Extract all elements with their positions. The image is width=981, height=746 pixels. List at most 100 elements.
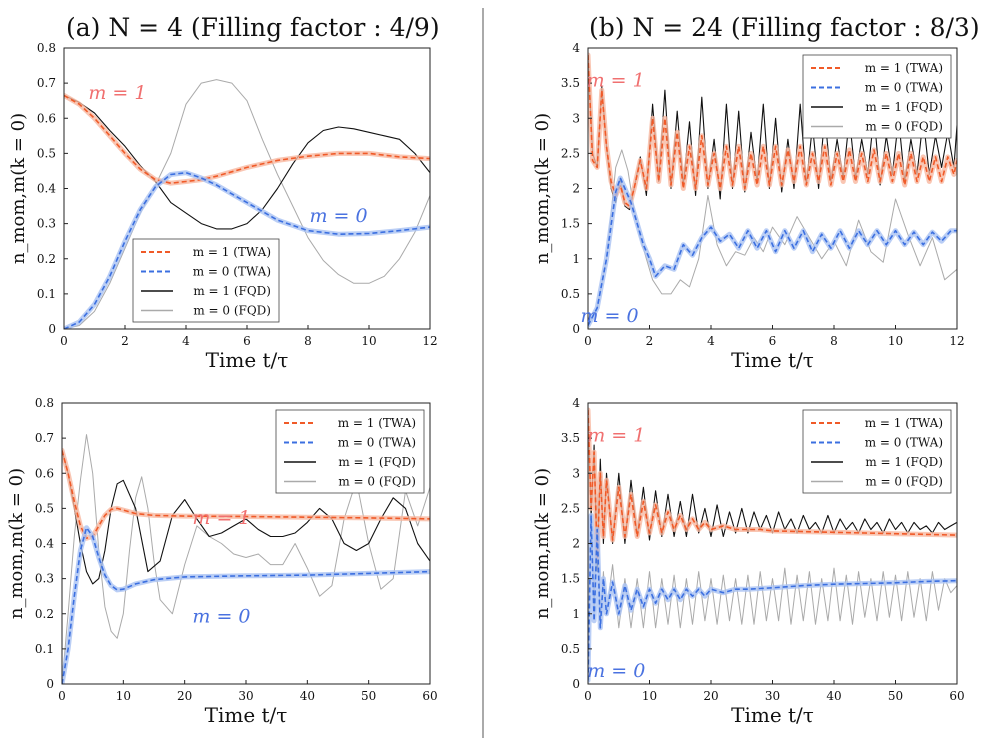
y-tick-label: 1.5 xyxy=(561,217,580,231)
series-band-m-0-twa- xyxy=(588,512,957,683)
x-tick-label: 10 xyxy=(642,689,657,703)
plot-area-b_bottom xyxy=(588,407,957,683)
y-tick-label: 0.2 xyxy=(37,252,56,266)
x-tick-label: 6 xyxy=(769,334,777,348)
y-tick-label: 1.5 xyxy=(561,572,580,586)
legend-label: m = 1 (TWA) xyxy=(865,416,943,430)
x-tick-label: 0 xyxy=(60,334,68,348)
legend-label: m = 1 (FQD) xyxy=(865,455,943,469)
series-band-m-0-twa- xyxy=(588,175,957,328)
x-tick-label: 0 xyxy=(58,689,66,703)
series-line-m-1-twa- xyxy=(588,54,957,207)
annotation-m1: m = 1 xyxy=(587,70,645,92)
x-tick-label: 40 xyxy=(300,689,315,703)
legend-label: m = 0 (TWA) xyxy=(193,265,271,279)
series-line-m-1-twa- xyxy=(588,409,957,559)
panel-a-title: (a) N = 4 (Filling factor : 4/9) xyxy=(66,13,440,42)
x-tick-label: 0 xyxy=(584,334,592,348)
y-tick-label: 0.5 xyxy=(37,146,56,160)
x-tick-label: 2 xyxy=(121,334,129,348)
y-tick-label: 0 xyxy=(48,322,56,336)
annotation-m0: m = 0 xyxy=(587,660,645,682)
panel-b-title: (b) N = 24 (Filling factor : 8/3) xyxy=(589,13,980,42)
legend-label: m = 0 (TWA) xyxy=(338,436,416,450)
series-line-m-1-twa- xyxy=(62,450,430,540)
legend-label: m = 1 (TWA) xyxy=(193,245,271,259)
series-line-m-1-twa- xyxy=(64,94,430,184)
annotation-m0: m = 0 xyxy=(309,205,367,227)
y-tick-label: 0.1 xyxy=(35,642,54,656)
x-tick-label: 8 xyxy=(304,334,312,348)
legend-label: m = 0 (FQD) xyxy=(338,475,416,489)
annotation-m0: m = 0 xyxy=(192,606,250,628)
y-tick-label: 2.5 xyxy=(561,501,580,515)
legend-label: m = 0 (TWA) xyxy=(865,81,943,95)
series-line-m-0-twa- xyxy=(588,514,957,681)
legend-label: m = 0 (FQD) xyxy=(193,304,271,318)
x-tick-label: 50 xyxy=(361,689,376,703)
y-tick-label: 2 xyxy=(572,537,580,551)
annotation-m1: m = 1 xyxy=(192,507,250,529)
y-axis-label: n_mom,m(k = 0) xyxy=(532,113,553,264)
legend-label: m = 1 (FQD) xyxy=(193,284,271,298)
legend: m = 1 (TWA) m = 0 (TWA) m = 1 (FQD) m = 0 (… xyxy=(802,409,952,494)
y-tick-label: 0.8 xyxy=(37,41,56,55)
x-tick-label: 40 xyxy=(826,689,841,703)
x-tick-label: 8 xyxy=(830,334,838,348)
x-axis-label: Time t/τ xyxy=(206,348,289,372)
y-tick-label: 0 xyxy=(572,322,580,336)
legend: m = 1 (TWA) m = 0 (TWA) m = 1 (FQD) m = 0 (… xyxy=(275,409,425,494)
y-tick-label: 0.5 xyxy=(35,501,54,515)
x-tick-label: 4 xyxy=(182,334,190,348)
y-tick-label: 0.4 xyxy=(37,182,56,196)
x-tick-label: 2 xyxy=(646,334,654,348)
y-tick-label: 0.1 xyxy=(37,287,56,301)
legend-label: m = 1 (FQD) xyxy=(338,455,416,469)
legend: m = 1 (TWA) m = 0 (TWA) m = 1 (FQD) m = 0 (… xyxy=(802,54,952,139)
y-axis-label: n_mom,m(k = 0) xyxy=(532,468,553,619)
chart-b_bottom: 0 10 20 30 40 50 60 0 0.5 1 1.5 2 2.5 3 3.5 4 Time t/τ n_… xyxy=(532,396,965,727)
y-tick-label: 0.5 xyxy=(561,642,580,656)
y-tick-label: 3.5 xyxy=(561,76,580,90)
y-tick-label: 3 xyxy=(572,111,580,125)
legend-label: m = 1 (FQD) xyxy=(865,100,943,114)
y-tick-label: 0.7 xyxy=(37,76,56,90)
x-tick-label: 12 xyxy=(422,334,437,348)
x-tick-label: 10 xyxy=(116,689,131,703)
chart-a_bottom: 0 10 20 30 40 50 60 0 0.1 0.2 0.3 0.4 0.5 0.6 0.7 0.8 Ti… xyxy=(6,396,438,727)
y-tick-label: 2.5 xyxy=(561,146,580,160)
y-tick-label: 0.4 xyxy=(35,537,54,551)
annotation-m1: m = 1 xyxy=(88,82,146,104)
x-tick-label: 30 xyxy=(765,689,780,703)
x-tick-label: 20 xyxy=(177,689,192,703)
x-tick-label: 0 xyxy=(584,689,592,703)
y-tick-label: 1 xyxy=(572,252,580,266)
series-line-m-0-twa- xyxy=(588,177,957,326)
y-tick-label: 0.6 xyxy=(35,466,54,480)
legend-label: m = 0 (FQD) xyxy=(865,120,943,134)
legend-label: m = 1 (TWA) xyxy=(338,416,416,430)
x-axis-label: Time t/τ xyxy=(205,703,288,727)
x-tick-label: 50 xyxy=(888,689,903,703)
y-tick-label: 3.5 xyxy=(561,431,580,445)
x-axis-label: Time t/τ xyxy=(731,348,814,372)
series-line-m-0-twa- xyxy=(64,171,430,329)
plot-area-b_top xyxy=(588,52,957,328)
y-tick-label: 0.3 xyxy=(35,572,54,586)
y-tick-label: 0 xyxy=(572,677,580,691)
legend-label: m = 0 (TWA) xyxy=(865,436,943,450)
plot-area-a_top xyxy=(64,79,430,329)
y-tick-label: 2 xyxy=(572,182,580,196)
y-axis-label: n_mom,m(k = 0) xyxy=(8,113,29,264)
legend: m = 1 (TWA) m = 0 (TWA) m = 1 (FQD) m = 0 (… xyxy=(132,238,280,323)
x-tick-label: 10 xyxy=(361,334,376,348)
y-tick-label: 0.8 xyxy=(35,396,54,410)
chart-a_top: 0 2 4 6 8 10 12 0 0.1 0.2 0.3 0.4 0.5 0.6 0.7 0.8 Time t… xyxy=(8,41,438,372)
x-tick-label: 6 xyxy=(243,334,251,348)
y-axis-label: n_mom,m(k = 0) xyxy=(6,468,27,619)
series-line-m-0-twa- xyxy=(62,526,430,684)
legend-label: m = 1 (TWA) xyxy=(865,61,943,75)
series-line-m-1-fqd- xyxy=(62,450,430,585)
series-line-m-1-fqd- xyxy=(64,94,430,230)
